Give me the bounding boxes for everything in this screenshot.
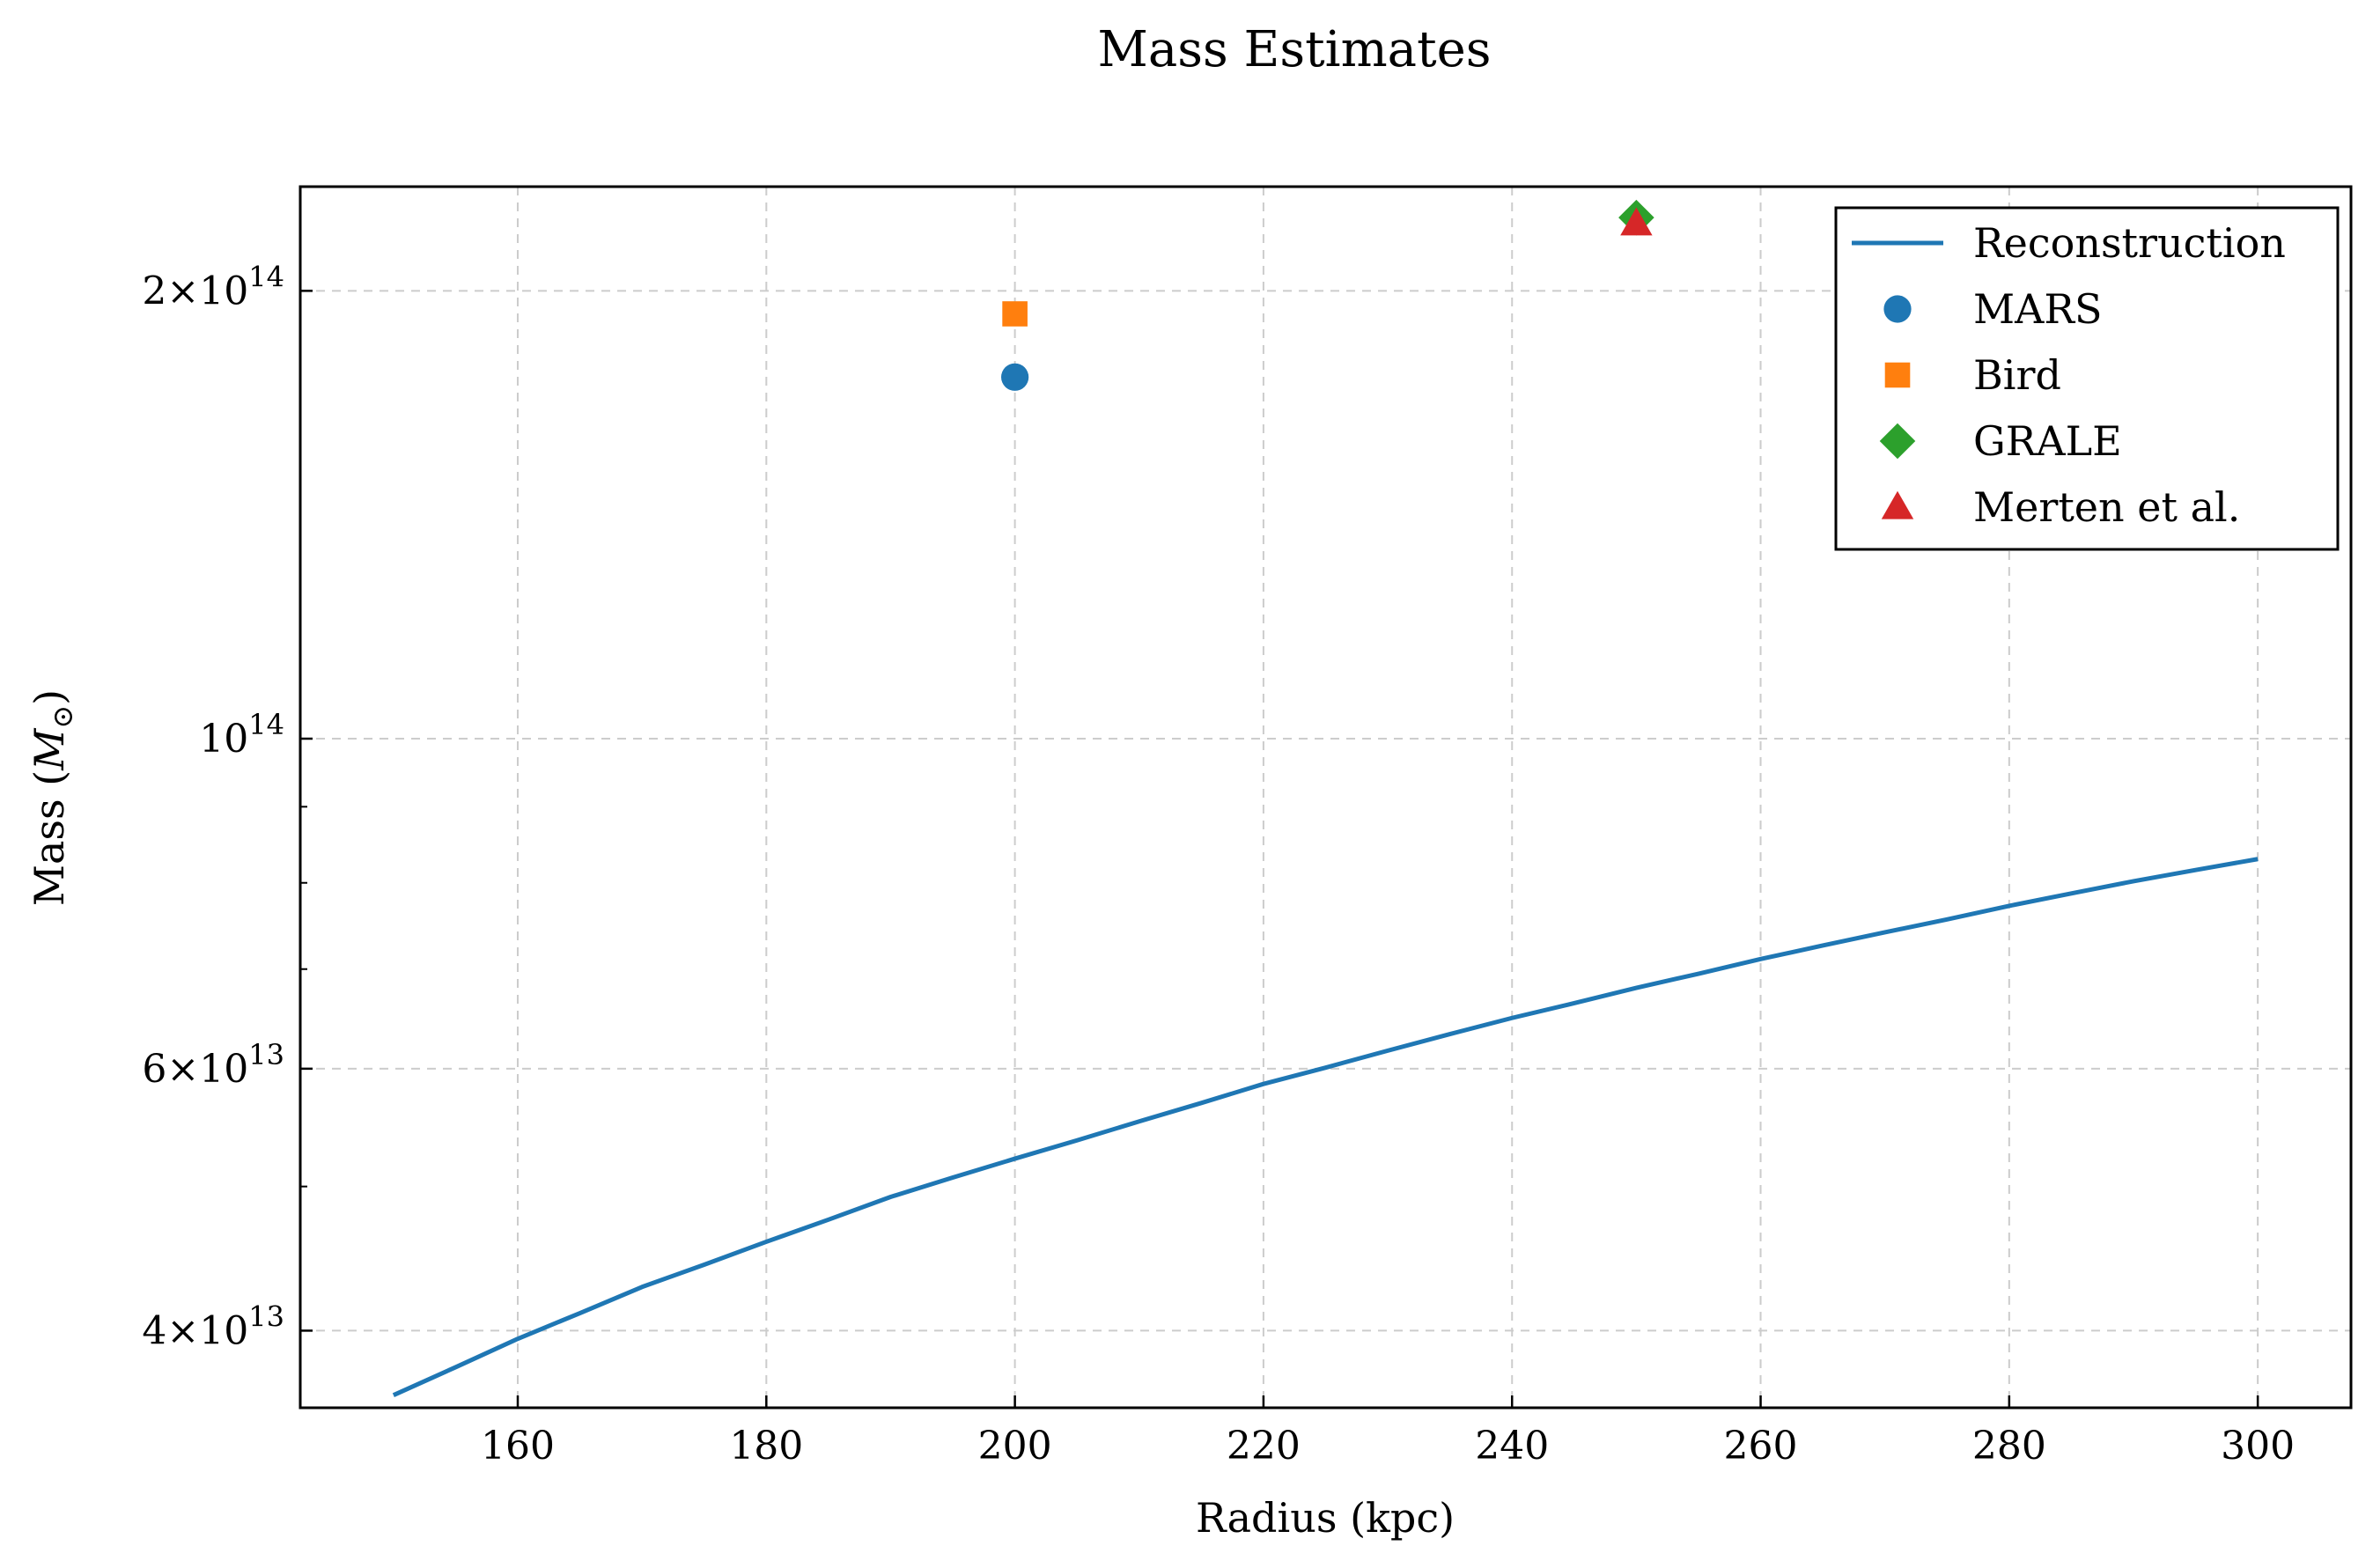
- x-tick-label: 280: [1972, 1424, 2046, 1469]
- legend-swatch-grale: [1879, 423, 1916, 460]
- chart-title: Mass Estimates: [1098, 21, 1492, 78]
- grid: [300, 187, 2351, 1408]
- legend: Reconstruction MARS Bird GRALE Merten et al.: [1834, 206, 2340, 551]
- x-tick-label: 260: [1724, 1424, 1798, 1469]
- y-axis-label: Mass (M⊙): [26, 689, 79, 906]
- point-bird: [1002, 301, 1028, 327]
- legend-swatch-mars: [1883, 295, 1912, 323]
- x-tick-label: 220: [1227, 1424, 1301, 1469]
- plot-area: [392, 199, 2259, 1397]
- point-mars: [1001, 363, 1029, 391]
- axes-frame: [298, 185, 2353, 1410]
- x-tick-label: 200: [978, 1424, 1052, 1469]
- y-tick-label: 6×1013: [142, 1038, 284, 1092]
- x-tick-label: 240: [1475, 1424, 1549, 1469]
- legend-swatch-merten-et-al: [1881, 490, 1914, 519]
- reconstruction-line: [392, 857, 2259, 1397]
- x-tick-label: 180: [729, 1424, 803, 1469]
- y-tick-label: 2×1014: [142, 260, 284, 313]
- y-tick-label: 1014: [199, 708, 284, 762]
- legend-label-grale: GRALE: [1973, 417, 2122, 465]
- x-tick-label: 300: [2221, 1424, 2295, 1469]
- legend-label-bird: Bird: [1973, 351, 2061, 399]
- legend-label-mars: MARS: [1973, 285, 2102, 333]
- ticks: 160 180 200 220 240 260 280 300 4×1013 6×1013 1014…: [142, 260, 2295, 1469]
- legend-swatch-bird: [1884, 362, 1911, 388]
- legend-box: [1834, 206, 2340, 551]
- legend-label-reconstruction: Reconstruction: [1973, 219, 2286, 267]
- x-tick-label: 160: [481, 1424, 555, 1469]
- point-merten-et-al: [1620, 207, 1653, 236]
- legend-label-merten-et-al: Merten et al.: [1973, 483, 2240, 531]
- y-tick-label: 4×1013: [142, 1299, 284, 1353]
- x-axis-label: Radius (kpc): [1196, 1494, 1455, 1542]
